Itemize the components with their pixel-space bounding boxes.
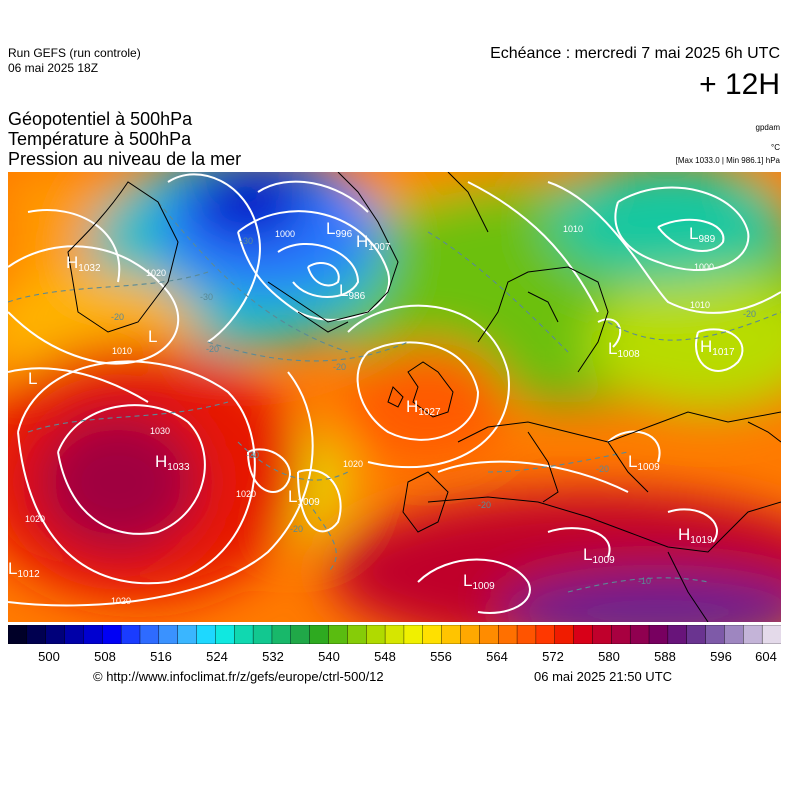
- colorbar-tick-label: 564: [486, 649, 508, 664]
- run-date: 06 mai 2025 18Z: [8, 61, 99, 75]
- colorbar-tick-label: 572: [542, 649, 564, 664]
- colorbar-swatch: [26, 625, 47, 644]
- isobar-label: 1020: [343, 459, 363, 469]
- colorbar-swatch: [516, 625, 537, 644]
- colorbar-swatch: [667, 625, 688, 644]
- low-pressure-center: L: [28, 369, 37, 388]
- colorbar-tick-label: 556: [430, 649, 452, 664]
- colorbar-swatch: [384, 625, 405, 644]
- colorbar-swatch: [743, 625, 763, 644]
- colorbar-swatch: [177, 625, 198, 644]
- isotherm-label: -20: [246, 450, 259, 460]
- isotherm-label: -20: [206, 344, 219, 354]
- copyright-link[interactable]: © http://www.infoclimat.fr/z/gefs/europe…: [93, 669, 384, 684]
- colorbar-swatch: [83, 625, 103, 644]
- coastlines: [67, 172, 781, 622]
- colorbar-swatch: [573, 625, 593, 644]
- isobar-label: 1020: [25, 514, 45, 524]
- unit-temperature: °C: [771, 143, 780, 152]
- colorbar-tick-label: 508: [94, 649, 116, 664]
- colorbar-tick-label: 596: [710, 649, 732, 664]
- colorbar-swatch: [290, 625, 311, 644]
- isotherms: [8, 201, 781, 593]
- isobar-label: 1000: [694, 262, 714, 272]
- isotherm-label: -20: [596, 464, 609, 474]
- colorbar-swatch: [686, 625, 707, 644]
- colorbar-swatch: [403, 625, 424, 644]
- colorbar-swatch: [761, 625, 781, 644]
- colorbar-swatch: [120, 625, 141, 644]
- colorbar-tick-label: 548: [374, 649, 396, 664]
- colorbar-swatch: [347, 625, 367, 644]
- colorbar-swatch: [611, 625, 631, 644]
- colorbar-swatch: [479, 625, 499, 644]
- isotherm-label: -20: [743, 309, 756, 319]
- isotherm-label: -10: [638, 576, 651, 586]
- isobar-label: 1010: [563, 224, 583, 234]
- isotherm-label: -30: [200, 292, 213, 302]
- isotherm-labels: -30 -20 -20 -20 -30 -20 -20 -20 -20 -20 -10: [111, 236, 756, 586]
- colorbar-tick-label: 540: [318, 649, 340, 664]
- colorbar-swatch: [234, 625, 254, 644]
- isobar-label: 1020: [236, 489, 256, 499]
- isotherm-label: -20: [478, 500, 491, 510]
- colorbar-swatch: [271, 625, 292, 644]
- low-pressure-center: L: [148, 327, 157, 346]
- colorbar-swatch: [535, 625, 556, 644]
- isobars: [8, 173, 781, 614]
- colorbar-swatch: [45, 625, 66, 644]
- colorbar-swatch: [196, 625, 216, 644]
- forecast-valid-time: Echéance : mercredi 7 mai 2025 6h UTC: [490, 45, 780, 62]
- colorbar-swatch: [64, 625, 84, 644]
- title-geopotential: Géopotentiel à 500hPa: [8, 109, 193, 129]
- isotherm-label: -20: [290, 524, 303, 534]
- isobar-label: 1020: [111, 596, 131, 606]
- isobar-label: 1020: [146, 268, 166, 278]
- isobar-label: 1010: [112, 346, 132, 356]
- colorbar-swatch: [8, 625, 28, 644]
- colorbar-swatch: [102, 625, 122, 644]
- colorbar-swatch: [441, 625, 461, 644]
- colorbar-tick-label: 500: [38, 649, 60, 664]
- colorbar-swatch: [422, 625, 443, 644]
- colorbar-swatch: [498, 625, 518, 644]
- colorbar-tick-label: 524: [206, 649, 228, 664]
- colorbar-swatch: [629, 625, 650, 644]
- colorbar-swatch: [554, 625, 575, 644]
- colorbar-swatch: [705, 625, 725, 644]
- isobar-label: 1030: [150, 426, 170, 436]
- colorbar-swatch: [366, 625, 386, 644]
- isobar-label: 1000: [275, 229, 295, 239]
- colorbar-swatch: [460, 625, 480, 644]
- geopotential-field: [8, 172, 781, 622]
- isotherm-label: -30: [240, 236, 253, 246]
- isobar-label: 1010: [690, 300, 710, 310]
- isotherm-label: -20: [111, 312, 124, 322]
- colorbar-tick-label: 532: [262, 649, 284, 664]
- colorbar-tick-label: 588: [654, 649, 676, 664]
- colorbar-swatch: [158, 625, 179, 644]
- colorbar-tick-label: 604: [755, 649, 777, 664]
- colorbar-tick-label: 580: [598, 649, 620, 664]
- colorbar-swatch: [309, 625, 330, 644]
- isotherm-label: -20: [333, 362, 346, 372]
- lead-time: + 12H: [699, 68, 780, 101]
- colorbar-tick-label: 516: [150, 649, 172, 664]
- isobar-labels: 1020 1000 1010 1010 1000 1010 1030 1020 1020 1020…: [25, 224, 714, 606]
- run-name: Run GEFS (run controle): [8, 46, 141, 60]
- unit-geopotential: gpdam: [755, 123, 780, 132]
- colorbar-swatch: [724, 625, 744, 644]
- colorbar-swatch: [215, 625, 235, 644]
- colorbar-swatch: [648, 625, 669, 644]
- title-temperature: Température à 500hPa: [8, 129, 192, 149]
- colorbar-swatch: [328, 625, 348, 644]
- colorbar-swatch: [592, 625, 612, 644]
- colorbar-swatch: [252, 625, 273, 644]
- generation-time: 06 mai 2025 21:50 UTC: [534, 669, 673, 684]
- colorbar: [8, 625, 781, 644]
- unit-pressure-range: [Max 1033.0 | Min 986.1] hPa: [675, 156, 780, 165]
- title-pressure: Pression au niveau de la mer: [8, 149, 242, 169]
- colorbar-swatch: [139, 625, 160, 644]
